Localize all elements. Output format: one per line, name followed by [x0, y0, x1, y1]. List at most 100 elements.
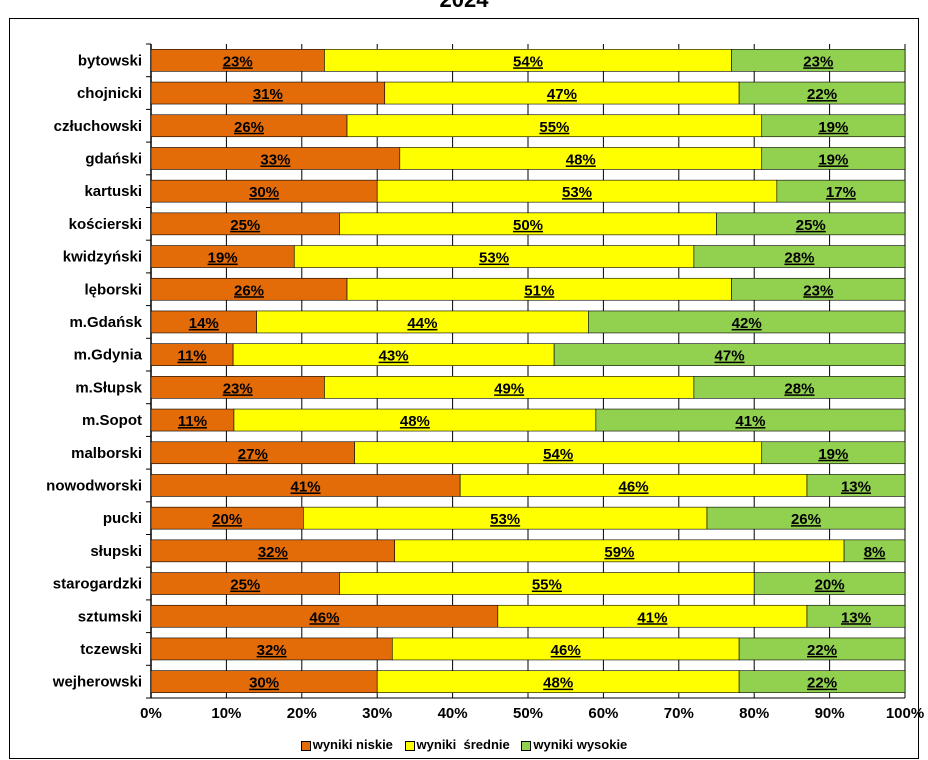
bar-segment — [738, 637, 906, 661]
bar-segment — [761, 147, 906, 170]
data-label: 46% — [551, 642, 581, 659]
data-label: 19% — [208, 250, 238, 267]
category-label: kartuski — [84, 183, 142, 200]
category-label: gdański — [85, 150, 142, 167]
bar-segment — [738, 81, 906, 105]
category-label: kwidzyński — [63, 249, 142, 266]
data-label: 44% — [407, 315, 437, 332]
data-label: 22% — [807, 86, 837, 103]
legend-item-wysokie: wyniki wysokie — [521, 737, 627, 752]
x-tick-label: 10% — [211, 705, 241, 722]
data-label: 19% — [818, 446, 848, 463]
data-label: 25% — [230, 577, 260, 594]
data-label: 26% — [234, 119, 264, 136]
bar-segment — [693, 376, 906, 399]
data-label: 50% — [513, 217, 543, 234]
x-tick-label: 20% — [287, 705, 317, 722]
x-tick-label: 40% — [438, 705, 468, 722]
data-label: 55% — [539, 119, 569, 136]
data-label: 48% — [566, 151, 596, 168]
data-label: 48% — [400, 413, 430, 430]
data-label: 19% — [818, 119, 848, 136]
category-label: m.Gdańsk — [69, 314, 142, 331]
legend-swatch-srednie — [404, 740, 415, 751]
data-label: 23% — [223, 53, 253, 70]
bar-segment — [693, 245, 906, 268]
bar-segment — [716, 212, 906, 236]
x-tick-label: 80% — [739, 705, 769, 722]
x-tick-label: 0% — [140, 705, 162, 722]
bar-segment — [843, 539, 906, 563]
data-label: 53% — [562, 184, 592, 201]
data-label: 23% — [803, 53, 833, 70]
category-label: starogardzki — [53, 576, 142, 593]
category-label: m.Słupsk — [75, 379, 142, 396]
data-label: 55% — [532, 577, 562, 594]
data-label: 11% — [178, 413, 207, 430]
bar-segment — [706, 506, 906, 530]
data-label: 19% — [818, 151, 848, 168]
chart-frame — [9, 18, 919, 759]
data-label: 41% — [637, 609, 667, 626]
x-tick-label: 60% — [588, 705, 618, 722]
data-label: 25% — [796, 217, 826, 234]
data-label: 28% — [784, 380, 814, 397]
legend-label-srednie: wyniki średnie — [416, 737, 510, 752]
bar-segment — [588, 310, 906, 334]
data-label: 41% — [735, 413, 765, 430]
data-label: 22% — [807, 675, 837, 692]
chart-legend: wyniki niskie wyniki średnie wyniki wyso… — [0, 737, 928, 752]
data-label: 22% — [807, 642, 837, 659]
category-label: pucki — [103, 510, 142, 527]
data-label: 59% — [604, 544, 634, 561]
x-tick-label: 90% — [815, 705, 845, 722]
legend-item-niskie: wyniki niskie — [300, 737, 393, 752]
category-label: kościerski — [69, 216, 142, 233]
data-label: 32% — [258, 544, 288, 561]
legend-label-niskie: wyniki niskie — [312, 737, 393, 752]
data-label: 47% — [715, 348, 745, 365]
bar-segment — [806, 604, 906, 628]
x-tick-label: 50% — [513, 705, 543, 722]
data-label: 20% — [212, 511, 242, 528]
data-label: 26% — [791, 511, 821, 528]
data-label: 13% — [841, 609, 871, 626]
bar-segment — [731, 277, 906, 301]
data-label: 30% — [249, 675, 279, 692]
data-label: 46% — [309, 609, 339, 626]
category-label: nowodworski — [46, 477, 142, 494]
bar-segment — [806, 474, 906, 497]
data-label: 23% — [223, 380, 253, 397]
x-tick-label: 100% — [886, 705, 924, 722]
data-label: 27% — [238, 446, 268, 463]
data-label: 53% — [479, 250, 509, 267]
data-label: 53% — [490, 511, 520, 528]
data-label: 33% — [260, 151, 290, 168]
bar-segment — [738, 670, 906, 693]
legend-item-srednie: wyniki średnie — [404, 737, 510, 752]
bar-segment — [595, 408, 906, 432]
category-label: lęborski — [84, 281, 142, 298]
x-tick-label: 30% — [362, 705, 392, 722]
data-label: 32% — [257, 642, 287, 659]
category-label: chojnicki — [77, 85, 142, 102]
data-label: 17% — [826, 184, 856, 201]
data-label: 8% — [864, 544, 886, 561]
category-label: wejherowski — [52, 674, 142, 691]
data-label: 46% — [619, 478, 649, 495]
data-label: 14% — [189, 315, 219, 332]
data-label: 51% — [524, 282, 554, 299]
category-label: sztumski — [78, 608, 142, 625]
data-label: 23% — [803, 282, 833, 299]
data-label: 54% — [513, 53, 543, 70]
data-label: 13% — [841, 478, 871, 495]
data-label: 20% — [815, 577, 845, 594]
data-label: 43% — [379, 348, 409, 365]
bar-segment — [553, 343, 906, 366]
data-label: 25% — [230, 217, 260, 234]
category-label: tczewski — [80, 641, 142, 658]
category-label: bytowski — [78, 52, 142, 69]
data-label: 11% — [177, 348, 206, 365]
bar-segment — [761, 441, 906, 465]
